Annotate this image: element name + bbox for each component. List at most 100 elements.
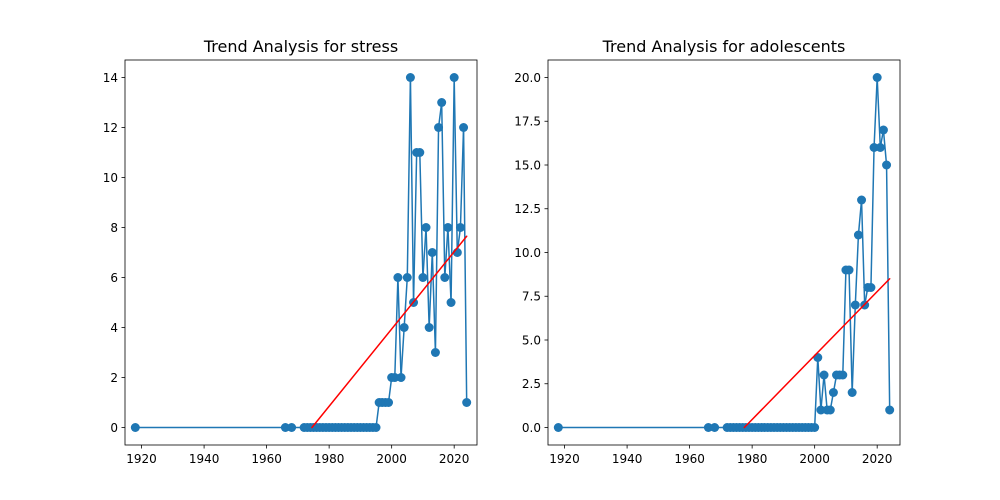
data-point <box>449 73 459 82</box>
line-segment <box>820 374 825 411</box>
data-point <box>825 405 835 415</box>
trend-line <box>743 278 891 429</box>
data-point <box>427 248 437 257</box>
data-point <box>446 298 456 307</box>
data-series <box>130 73 472 432</box>
line-segment <box>419 151 424 279</box>
data-point <box>553 423 563 432</box>
line-segment <box>453 76 459 254</box>
subplot-stress: Trend Analysis for stress 1920 1940 1960 19… <box>103 37 478 466</box>
data-point <box>866 283 876 292</box>
data-point <box>424 323 434 332</box>
axes-frame <box>124 59 478 446</box>
y-tick-label: 12.5 <box>514 202 541 216</box>
line-segment <box>885 164 891 411</box>
data-point <box>399 323 409 332</box>
y-tick-label: 6 <box>110 271 118 285</box>
line-segment <box>854 234 860 306</box>
data-point <box>838 370 848 380</box>
data-point <box>459 123 469 132</box>
chart-title: Trend Analysis for stress <box>203 37 398 56</box>
x-tick-label: 2020 <box>439 452 470 466</box>
line-segment <box>450 76 455 304</box>
line-segment <box>412 151 418 304</box>
line-segment <box>817 356 822 411</box>
data-point <box>430 348 440 357</box>
line-segment <box>462 126 468 404</box>
plot-area: 1920 1940 1960 1980 2000 2020 0.0 2.5 5.0 7.5 10.0… <box>514 59 901 466</box>
data-point <box>434 123 444 132</box>
data-layer <box>553 73 895 432</box>
data-point <box>885 405 895 415</box>
data-point <box>396 373 406 382</box>
data-point <box>850 300 860 310</box>
data-point <box>810 423 820 432</box>
y-tick-label: 10 <box>103 171 118 185</box>
y-tick-label: 17.5 <box>514 115 541 129</box>
y-tick-label: 0 <box>110 421 118 435</box>
data-point <box>869 143 879 152</box>
data-point <box>703 423 713 432</box>
data-point <box>415 148 425 157</box>
data-point <box>857 195 867 205</box>
y-tick-label: 8 <box>110 221 118 235</box>
line-segment <box>397 276 402 379</box>
y-tick-label: 2.5 <box>522 377 541 391</box>
line-segment <box>425 226 430 329</box>
line-segment <box>444 226 449 279</box>
line-segment <box>400 326 405 379</box>
data-point <box>882 160 892 170</box>
data-point <box>816 405 826 415</box>
line-segment <box>440 101 446 279</box>
line-segment <box>873 76 878 149</box>
y-tick-label: 4 <box>110 321 118 335</box>
chart-title: Trend Analysis for adolescents <box>602 37 846 56</box>
y-tick-label: 5.0 <box>522 333 541 347</box>
line-segment <box>394 276 399 379</box>
data-point <box>405 73 415 82</box>
data-point <box>440 273 450 282</box>
data-point <box>390 373 400 382</box>
y-tick-label: 7.5 <box>522 290 541 304</box>
line-segment <box>403 276 409 329</box>
data-point <box>853 230 863 240</box>
y-tick-label: 14 <box>103 71 118 85</box>
data-point <box>819 370 829 380</box>
plot-area: 1920 1940 1960 1980 2000 2020 0 2 4 6 8 10 12 14 <box>103 59 478 466</box>
x-tick-label: 1960 <box>251 452 282 466</box>
x-tick-label: 1980 <box>737 452 768 466</box>
line-segment <box>848 269 853 394</box>
line-segment <box>870 146 875 289</box>
data-point <box>437 98 447 107</box>
line-segment <box>428 251 434 329</box>
data-point <box>878 125 888 135</box>
data-point <box>710 423 720 432</box>
data-point <box>280 423 290 432</box>
x-tick-label: 1920 <box>126 452 157 466</box>
line-segment <box>434 126 440 354</box>
y-tick-label: 12 <box>103 121 118 135</box>
y-tick-label: 15.0 <box>514 158 541 172</box>
x-tick-label: 1920 <box>549 452 580 466</box>
line-segment <box>431 251 437 354</box>
line-segment <box>406 76 412 279</box>
x-tick-label: 2000 <box>376 452 407 466</box>
data-point <box>847 388 857 397</box>
x-tick-label: 1960 <box>674 452 705 466</box>
y-tick-label: 10.0 <box>514 246 541 260</box>
line-segment <box>842 269 847 376</box>
data-point <box>844 265 854 275</box>
data-point <box>421 223 431 232</box>
data-point <box>402 273 412 282</box>
line-segment <box>851 304 857 394</box>
y-tick-label: 20.0 <box>514 71 541 85</box>
x-tick-label: 1940 <box>189 452 220 466</box>
y-tick-label: 2 <box>110 371 118 385</box>
x-tick-label: 1980 <box>314 452 345 466</box>
data-point <box>371 423 381 432</box>
data-point <box>130 423 140 432</box>
data-point <box>384 398 394 407</box>
subplot-adolescents: Trend Analysis for adolescents 1920 1940 1… <box>514 37 901 466</box>
x-tick-label: 2000 <box>799 452 830 466</box>
